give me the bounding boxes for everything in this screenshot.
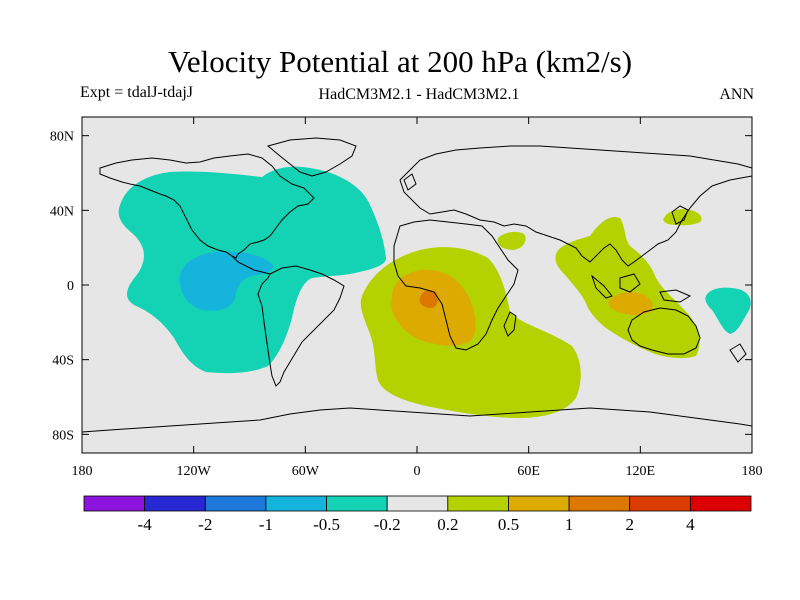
coast-new-zealand — [729, 343, 747, 363]
colorbar-label: 1 — [565, 515, 574, 534]
season-label: ANN — [719, 86, 754, 103]
colorbar-swatch — [447, 495, 509, 512]
lat-tick-label: 40S — [52, 354, 74, 369]
colorbar-label: -0.2 — [374, 515, 401, 534]
coast-japan — [671, 205, 689, 225]
experiment-label: Expt = tdalJ-tdajJ — [80, 84, 194, 101]
colorbar-label: 2 — [625, 515, 634, 534]
lat-tick-label: 80N — [50, 130, 74, 145]
coast-antarctica — [82, 407, 752, 433]
contour-fields — [82, 137, 752, 433]
coast-central-america — [231, 255, 271, 275]
colorbar-swatch — [144, 495, 206, 512]
coast-sumatra — [590, 274, 613, 299]
colorbar-swatch — [265, 495, 327, 512]
lon-tick-label: 180 — [72, 464, 93, 479]
colorbar-label: 0.2 — [437, 515, 458, 534]
contour-positive-05-indonesia — [608, 292, 653, 315]
coast-britain — [403, 173, 417, 191]
coast-greenland — [266, 137, 357, 177]
lon-tick-label: 120E — [626, 464, 656, 479]
lon-tick-label: 0 — [414, 464, 421, 479]
lon-tick-label: 60E — [517, 464, 540, 479]
coast-madagascar — [503, 311, 517, 337]
colorbar-label: -0.5 — [313, 515, 340, 534]
lat-tick-label: 80S — [52, 428, 74, 443]
colorbar-label: -2 — [198, 515, 212, 534]
latitude-axis: 80N 40N 0 40S 80S — [50, 130, 752, 443]
colorbar-label: -1 — [259, 515, 273, 534]
coast-eurasia — [399, 145, 752, 267]
colorbar-swatch — [386, 495, 449, 512]
contour-positive-05-africa — [391, 269, 476, 346]
coast-africa — [393, 219, 519, 351]
contour-positive-maritime — [555, 216, 700, 359]
colorbar-swatch — [629, 495, 691, 512]
colorbar: -4 -2 -1 -0.5 -0.2 0.2 0.5 1 2 4 — [83, 495, 752, 534]
lon-tick-label: 120W — [177, 464, 212, 479]
model-label: HadCM3M2.1 - HadCM3M2.1 — [318, 86, 520, 103]
colorbar-swatch — [326, 495, 388, 512]
contour-negative-pacific — [705, 287, 751, 334]
coast-new-guinea — [659, 289, 692, 303]
coast-south-america — [257, 265, 345, 387]
lat-tick-label: 0 — [67, 279, 74, 294]
colorbar-swatch — [508, 495, 570, 512]
coastlines — [82, 137, 752, 433]
coast-australia — [627, 307, 701, 355]
lon-tick-label: 60W — [292, 464, 320, 479]
lat-tick-label: 40N — [50, 204, 74, 219]
colorbar-label: 0.5 — [498, 515, 519, 534]
colorbar-swatch — [204, 495, 267, 512]
contour-negative-core — [179, 251, 273, 311]
map-title: Velocity Potential at 200 hPa (km2/s) — [167, 44, 633, 79]
colorbar-swatch — [568, 495, 631, 512]
coast-north-america — [99, 153, 315, 259]
lon-tick-label: 180 — [742, 464, 763, 479]
colorbar-swatch — [689, 495, 752, 512]
colorbar-swatch — [83, 495, 146, 512]
contour-positive-1-core — [419, 290, 439, 308]
colorbar-label: -4 — [138, 515, 153, 534]
coast-borneo — [619, 273, 641, 293]
colorbar-label: 4 — [686, 515, 695, 534]
contour-positive-arabia — [497, 231, 526, 250]
longitude-axis: 180 120W 60W 0 60E 120E 180 — [72, 117, 763, 479]
